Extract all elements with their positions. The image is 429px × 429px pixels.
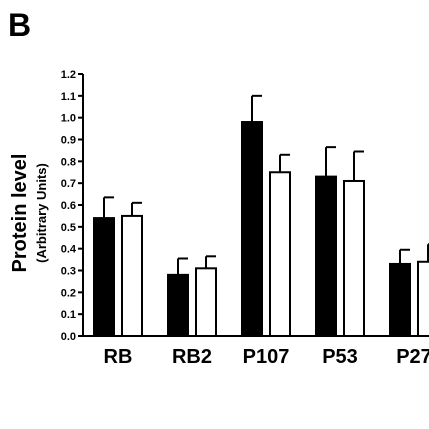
y-axis-label: Protein level bbox=[9, 154, 31, 273]
bar-p27-series-2 bbox=[417, 260, 429, 337]
category-label-rb2: RB2 bbox=[172, 346, 212, 368]
y-tick-label: 0.0 bbox=[61, 331, 76, 343]
panel-label: B bbox=[8, 7, 31, 43]
y-tick-label: 0.9 bbox=[61, 135, 76, 147]
y-tick-label: 0.7 bbox=[61, 178, 76, 190]
y-tick-label: 0.5 bbox=[61, 222, 76, 234]
category-label-p27: P27 bbox=[396, 346, 429, 368]
y-axis-sublabel: (Arbitrary Units) bbox=[34, 163, 49, 263]
y-tick-label: 0.4 bbox=[61, 244, 77, 256]
y-tick-label: 1.2 bbox=[61, 69, 76, 81]
bar-rb-series-2 bbox=[121, 214, 143, 338]
bar-p107-series-1 bbox=[241, 121, 263, 337]
error-bars-layer bbox=[103, 94, 429, 275]
y-tick-label: 0.8 bbox=[61, 156, 76, 168]
y-axis: 0.0 0.1 0.2 0.3 0.4 0.5 0.6 0.7 0.8 0.9 1.0 1.1 1.2 bbox=[61, 69, 84, 343]
x-axis: RB RB2 P107 P53 P27 bbox=[83, 335, 429, 368]
y-tick-label: 1.1 bbox=[61, 91, 76, 103]
bar-p27-series-1 bbox=[389, 262, 411, 338]
category-label-rb: RB bbox=[104, 346, 133, 368]
bar-p107-series-2 bbox=[269, 171, 291, 337]
bar-rb2-series-2 bbox=[195, 267, 217, 338]
y-tick-label: 0.3 bbox=[61, 266, 76, 278]
bar-p53-series-2 bbox=[343, 179, 365, 337]
bars-layer bbox=[93, 121, 429, 338]
y-tick-label: 0.1 bbox=[61, 309, 76, 321]
bar-rb2-series-1 bbox=[167, 273, 189, 338]
category-label-p107: P107 bbox=[243, 346, 290, 368]
y-tick-label: 0.6 bbox=[61, 200, 76, 212]
y-tick-label: 1.0 bbox=[61, 113, 76, 125]
y-axis-title: Protein level (Arbitrary Units) bbox=[9, 154, 49, 273]
y-tick-label: 0.2 bbox=[61, 287, 76, 299]
bar-p53-series-1 bbox=[315, 175, 337, 337]
bar-rb-series-1 bbox=[93, 217, 115, 338]
category-label-p53: P53 bbox=[322, 346, 358, 368]
